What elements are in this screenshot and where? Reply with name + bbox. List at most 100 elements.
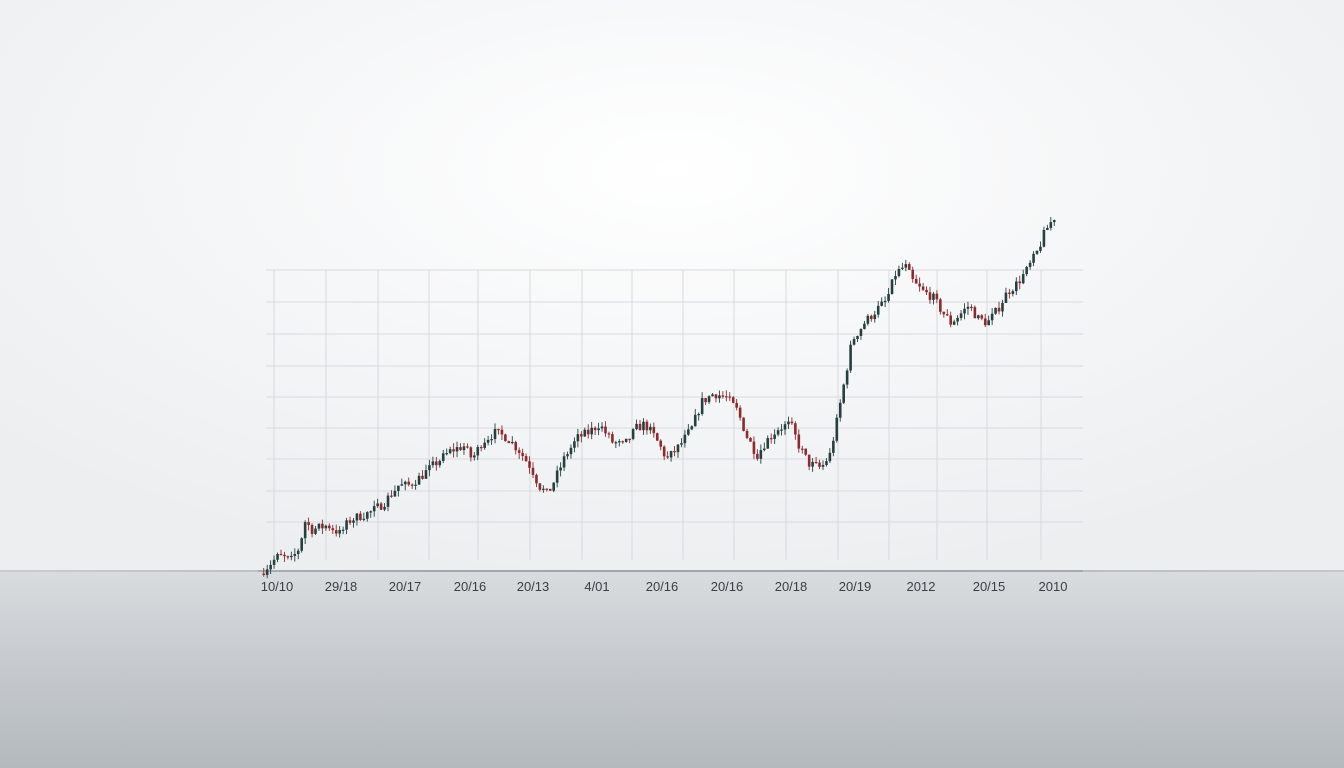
candle-down [638, 423, 642, 431]
candle-up [448, 449, 452, 454]
candle-down [800, 448, 804, 450]
candle-down [504, 434, 507, 442]
x-tick-label: 20/17 [389, 579, 422, 594]
candle-up [386, 495, 390, 507]
candle-up [345, 520, 348, 530]
candle-down [907, 264, 911, 270]
candle-down [545, 488, 549, 490]
candle-up [555, 470, 559, 483]
candle-up [1039, 246, 1042, 251]
candle-up [393, 490, 397, 497]
candle-down [611, 434, 614, 443]
candle-up [959, 313, 963, 318]
candle-down [586, 429, 590, 435]
candle-up [811, 461, 814, 467]
candle-up [303, 522, 307, 539]
candle-up [276, 554, 279, 560]
candle-up [403, 481, 407, 485]
candle-up [428, 465, 431, 471]
candle-down [580, 434, 583, 437]
candle-up [649, 426, 652, 431]
candle-up [614, 442, 618, 444]
candle-up [590, 427, 593, 435]
candle-up [400, 484, 404, 486]
candle-up [569, 447, 573, 455]
candle-up [493, 428, 497, 440]
candle-down [949, 315, 953, 325]
candle-up [324, 525, 328, 529]
candle-down [328, 525, 331, 529]
candle-up [680, 443, 683, 445]
candle-up [269, 564, 272, 570]
candle-up [486, 439, 490, 443]
candle-down [925, 289, 928, 293]
candle-up [1049, 222, 1053, 228]
candle-down [528, 461, 531, 468]
candle-up [783, 424, 787, 430]
x-tick-label: 20/16 [454, 579, 487, 594]
candle-up [852, 339, 856, 345]
candle-up [890, 279, 894, 294]
candle-up [618, 441, 621, 443]
candle-down [945, 314, 949, 316]
candle-down [980, 315, 984, 319]
candle-up [835, 417, 839, 441]
chart-floor [0, 571, 1344, 768]
candle-up [887, 293, 890, 301]
candle-up [317, 523, 321, 529]
candle-up [424, 470, 428, 479]
candle-up [355, 513, 359, 521]
candle-up [718, 395, 721, 399]
candle-up [1042, 230, 1046, 247]
candle-up [1035, 250, 1039, 254]
candle-up [1001, 302, 1004, 312]
candle-down [983, 318, 987, 326]
x-tick-label: 20/16 [646, 579, 679, 594]
candle-up [883, 300, 887, 303]
candle-down [607, 433, 611, 435]
candle-up [296, 550, 300, 554]
candle-up [300, 538, 303, 551]
candle-down [870, 315, 873, 320]
x-tick-label: 29/18 [325, 579, 358, 594]
candle-down [752, 441, 756, 454]
candle-up [690, 426, 694, 430]
candle-up [866, 315, 870, 324]
candle-up [476, 447, 480, 456]
candle-down [310, 524, 314, 534]
candle-up [265, 569, 269, 575]
candle-down [407, 481, 411, 485]
candle-up [828, 452, 832, 462]
candle-up [597, 428, 600, 431]
candle-up [845, 370, 849, 385]
candle-up [417, 475, 421, 485]
candle-down [1008, 292, 1011, 294]
candle-down [725, 396, 728, 398]
candle-down [435, 461, 438, 466]
candle-down [334, 530, 338, 534]
candle-down [500, 429, 504, 435]
candle-down [645, 421, 649, 431]
candle-up [624, 438, 628, 442]
candle-down [1018, 281, 1022, 284]
candle-up [631, 429, 635, 439]
candle-down [935, 293, 939, 300]
candle-up [383, 506, 386, 510]
candle-down [538, 483, 542, 490]
candle-up [272, 559, 276, 565]
candle-down [997, 307, 1001, 312]
candle-down [348, 520, 352, 523]
candle-up [897, 268, 901, 277]
candle-up [462, 446, 466, 451]
candle-up [365, 512, 369, 519]
candle-up [352, 520, 355, 523]
candle-down [797, 434, 801, 449]
candle-down [524, 456, 528, 462]
candle-down [507, 441, 511, 444]
candle-down [286, 556, 290, 558]
x-tick-label: 20/13 [517, 579, 550, 594]
candle-up [483, 442, 486, 448]
candle-up [455, 447, 459, 452]
candle-up [693, 414, 697, 427]
candle-up [438, 460, 442, 466]
